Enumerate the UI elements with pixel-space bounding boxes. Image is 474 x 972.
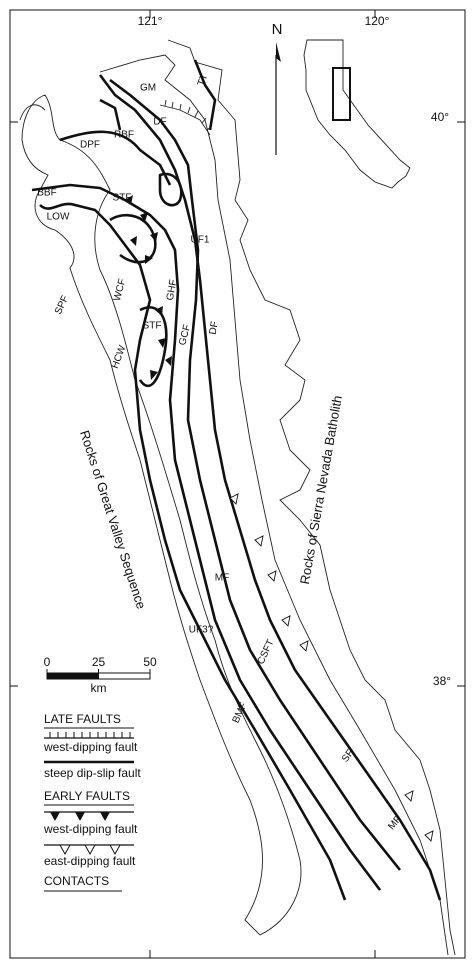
fault-label: CSFT — [256, 638, 277, 666]
legend-item: east-dipping fault — [44, 854, 136, 868]
scale-segment — [46, 672, 99, 680]
longitude-label: 120° — [365, 14, 390, 28]
fault — [99, 98, 122, 131]
fault-tooth — [140, 212, 148, 222]
fault — [138, 306, 168, 388]
west-dipping-teeth — [125, 195, 172, 380]
fault-hachures — [164, 99, 213, 131]
fault-label: LOW — [47, 212, 70, 223]
north-arrowhead — [276, 42, 281, 62]
fault-tooth — [165, 356, 172, 366]
fault-tooth — [424, 830, 434, 842]
fault-label: DPF — [80, 140, 100, 151]
scale-bar: 0 25 50 km — [44, 655, 157, 695]
fault-tooth — [267, 570, 277, 582]
fault-label: MF — [386, 814, 404, 832]
fault-tooth — [404, 790, 414, 802]
fault-tooth — [281, 615, 291, 627]
fault-label: RBF — [114, 130, 134, 141]
contact — [167, 39, 456, 956]
fault-label: WCF — [112, 278, 129, 303]
fault-tooth — [299, 640, 309, 652]
fault-label: HCW — [110, 343, 129, 370]
inset-box — [332, 67, 351, 121]
fault — [109, 78, 402, 871]
legend-heading: EARLY FAULTS — [44, 789, 130, 803]
fault-label: BBF — [37, 188, 56, 199]
fault-label: STF — [143, 321, 162, 332]
legend-item: steep dip-slip fault — [44, 766, 141, 780]
map-frame — [9, 9, 466, 959]
fault-label: MF — [215, 573, 229, 584]
inset-california — [303, 39, 411, 189]
scale-tick-label: 0 — [44, 655, 51, 669]
east-dipping-teeth — [229, 493, 434, 842]
fault — [158, 172, 183, 207]
legend-item: west-dipping fault — [43, 822, 138, 836]
longitude-label: 121° — [138, 14, 163, 28]
fault-label: SPF — [53, 294, 71, 316]
legend-heading: LATE FAULTS — [44, 712, 121, 726]
scale-tick-label: 50 — [143, 655, 157, 669]
scale-unit: km — [91, 681, 107, 695]
fault-label: BMF — [231, 701, 250, 725]
fault — [59, 130, 172, 186]
legend-heading: CONTACTS — [44, 874, 109, 888]
fault — [98, 74, 442, 901]
fault-tooth — [150, 370, 158, 380]
contact — [99, 54, 449, 956]
fault — [31, 183, 382, 891]
fault-label: DF — [153, 117, 166, 128]
fault-label: TT — [196, 72, 211, 87]
fault-label: GHF — [165, 279, 179, 302]
legend-teeth — [59, 844, 121, 856]
fault-tooth — [229, 493, 239, 505]
region-label: Rocks of Sierra Nevada Batholith — [297, 394, 345, 585]
fault-label: SF — [340, 748, 356, 765]
contact — [21, 94, 302, 936]
north-label: N — [272, 21, 283, 38]
fault-label: GCF — [177, 323, 193, 346]
fault-tooth — [150, 232, 158, 242]
fault-label: STF — [113, 193, 132, 204]
fault-label: UF1 — [191, 235, 210, 246]
fault-tooth — [130, 236, 137, 246]
fault-label: GM — [140, 83, 156, 94]
fault-tooth — [145, 255, 153, 264]
fault-label: DF — [208, 320, 221, 335]
legend: LATE FAULTS west-dipping fault steep dip… — [43, 712, 141, 892]
fault-label: UF3? — [189, 625, 214, 636]
legend-teeth — [50, 812, 110, 821]
legend-hachures — [49, 732, 131, 738]
legend-item: west-dipping fault — [43, 740, 138, 754]
contact — [19, 104, 46, 121]
late-west-dipping-fault — [159, 104, 211, 136]
fault-tooth — [254, 535, 264, 547]
fault — [193, 59, 217, 131]
fault-tooth — [125, 195, 133, 205]
latitude-label: 40° — [431, 110, 449, 124]
scale-tick-label: 25 — [92, 655, 106, 669]
fault-tooth — [158, 338, 166, 348]
fault — [39, 202, 347, 901]
fault-tooth — [155, 306, 163, 316]
scale-segment — [98, 672, 151, 680]
latitude-label: 38° — [433, 674, 451, 688]
